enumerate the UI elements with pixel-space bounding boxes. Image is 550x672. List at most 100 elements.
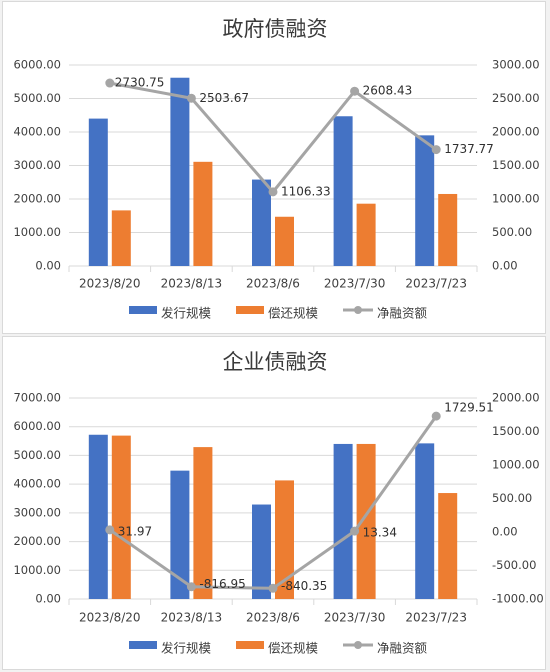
corporate-bond-chart: 企业债融资 0.00 1000.00 2000.00 3000.00 4000.00 50… bbox=[13, 350, 543, 656]
x-category-label: 2023/8/6 bbox=[246, 611, 300, 625]
bar-repay bbox=[275, 480, 294, 599]
y-right-tick-label: 0.00 bbox=[492, 525, 518, 539]
legend-swatch-repay bbox=[236, 306, 264, 314]
y-left-tick-label: 2000.00 bbox=[13, 534, 61, 548]
bar-issue bbox=[170, 77, 190, 266]
y-right-tick-label: 500.00 bbox=[492, 225, 532, 239]
government-bond-chart-panel: 政府债融资 0.00 1000.00 2000.00 3000.00 4000.00 50… bbox=[2, 1, 546, 334]
y-left-tick-label: 4000.00 bbox=[13, 125, 61, 139]
net-financing-data-label: 1106.33 bbox=[281, 184, 331, 198]
legend-label-net: 净融资额 bbox=[377, 306, 428, 321]
bar-issue bbox=[415, 135, 435, 266]
bar-repay bbox=[111, 210, 131, 266]
x-category-label: 2023/8/6 bbox=[246, 277, 300, 291]
bar-issue bbox=[88, 118, 108, 266]
x-category-label: 2023/8/13 bbox=[161, 611, 223, 625]
net-financing-point bbox=[431, 411, 441, 421]
legend-label-net: 净融资额 bbox=[377, 641, 428, 656]
x-category-label: 2023/8/13 bbox=[161, 277, 223, 291]
x-category-label: 2023/8/20 bbox=[79, 277, 141, 291]
net-financing-data-label: 2503.67 bbox=[199, 91, 249, 105]
legend-marker-net bbox=[354, 306, 362, 314]
bar-repay bbox=[111, 435, 131, 599]
chart-title: 企业债融资 bbox=[223, 350, 328, 374]
government-bond-chart: 政府债融资 0.00 1000.00 2000.00 3000.00 4000.00 50… bbox=[13, 17, 539, 321]
net-financing-data-label: 13.34 bbox=[363, 526, 397, 540]
y-right-tick-label: 2500.00 bbox=[492, 91, 540, 105]
chart-legend: 发行规模 偿还规模 净融资额 bbox=[129, 641, 428, 656]
y-right-tick-label: 3000.00 bbox=[492, 58, 540, 72]
y-right-tick-label: 500.00 bbox=[492, 491, 532, 505]
plot-area: 0.00 1000.00 2000.00 3000.00 4000.00 5000.00 6… bbox=[13, 58, 539, 291]
x-category-label: 2023/7/23 bbox=[405, 611, 467, 625]
y-right-tick-label: 2000.00 bbox=[492, 391, 540, 405]
bar-issue bbox=[252, 504, 271, 599]
legend-swatch-issue bbox=[129, 641, 157, 649]
bar-repay bbox=[193, 161, 213, 266]
corporate-bond-chart-panel: 企业债融资 0.00 1000.00 2000.00 3000.00 4000.00 50… bbox=[2, 336, 546, 670]
bar-issue bbox=[415, 443, 435, 599]
legend-label-issue: 发行规模 bbox=[161, 306, 212, 321]
bar-repay bbox=[356, 203, 376, 266]
bar-issue bbox=[333, 116, 353, 266]
net-financing-data-label: 31.97 bbox=[118, 524, 152, 538]
net-financing-point bbox=[186, 582, 196, 592]
net-financing-data-label: 2730.75 bbox=[115, 76, 165, 90]
net-financing-data-label: -840.35 bbox=[281, 579, 327, 593]
y-left-tick-label: 7000.00 bbox=[13, 391, 61, 405]
net-financing-point bbox=[350, 86, 360, 96]
plot-area: 0.00 1000.00 2000.00 3000.00 4000.00 5000.00 6… bbox=[13, 391, 543, 625]
y-left-tick-label: 0.00 bbox=[35, 259, 61, 273]
bar-issue bbox=[333, 443, 353, 599]
bar-repay bbox=[438, 493, 458, 599]
y-left-tick-label: 6000.00 bbox=[13, 58, 61, 72]
bar-repay bbox=[275, 216, 294, 266]
y-right-tick-label: 1000.00 bbox=[492, 458, 540, 472]
y-left-tick-label: 5000.00 bbox=[13, 91, 61, 105]
bar-repay bbox=[193, 447, 213, 599]
y-right-tick-label: 1000.00 bbox=[492, 192, 540, 206]
y-right-tick-label: 1500.00 bbox=[492, 424, 540, 438]
y-right-tick-label: -500.00 bbox=[492, 558, 536, 572]
legend-label-repay: 偿还规模 bbox=[268, 641, 319, 656]
y-left-tick-label: 5000.00 bbox=[13, 448, 61, 462]
legend-swatch-repay bbox=[236, 641, 264, 649]
y-left-tick-label: 3000.00 bbox=[13, 158, 61, 172]
net-financing-data-label: 1729.51 bbox=[444, 401, 494, 415]
net-financing-point bbox=[105, 525, 115, 535]
bar-issue bbox=[170, 470, 190, 599]
y-right-tick-label: 0.00 bbox=[492, 259, 518, 273]
x-category-label: 2023/7/30 bbox=[324, 611, 386, 625]
y-right-tick-label: 2000.00 bbox=[492, 125, 540, 139]
y-left-tick-label: 3000.00 bbox=[13, 505, 61, 519]
y-left-tick-label: 0.00 bbox=[35, 592, 61, 606]
net-financing-point bbox=[431, 145, 441, 155]
bar-repay bbox=[438, 193, 458, 266]
y-left-tick-label: 1000.00 bbox=[13, 225, 61, 239]
y-left-tick-label: 2000.00 bbox=[13, 192, 61, 206]
x-category-label: 2023/7/23 bbox=[405, 277, 467, 291]
net-financing-data-label: -816.95 bbox=[199, 577, 245, 591]
net-financing-line bbox=[109, 81, 438, 194]
net-financing-line bbox=[108, 415, 438, 590]
net-financing-point bbox=[350, 526, 360, 536]
chart-legend: 发行规模 偿还规模 净融资额 bbox=[129, 306, 428, 321]
y-right-tick-label: -1000.00 bbox=[492, 592, 544, 606]
net-financing-point bbox=[268, 583, 278, 593]
y-left-tick-label: 4000.00 bbox=[13, 477, 61, 491]
legend-marker-net bbox=[354, 641, 362, 649]
x-category-label: 2023/7/30 bbox=[324, 277, 386, 291]
x-category-label: 2023/8/20 bbox=[79, 611, 141, 625]
y-right-tick-label: 1500.00 bbox=[492, 158, 540, 172]
legend-swatch-issue bbox=[129, 306, 157, 314]
net-financing-data-label: 1737.77 bbox=[444, 142, 494, 156]
net-financing-point bbox=[105, 78, 115, 88]
chart-title: 政府债融资 bbox=[223, 17, 328, 41]
net-financing-data-label: 2608.43 bbox=[363, 84, 413, 98]
bar-repay bbox=[356, 443, 376, 599]
bar-issue bbox=[252, 179, 271, 266]
y-left-tick-label: 6000.00 bbox=[13, 419, 61, 433]
net-financing-point bbox=[268, 187, 278, 197]
y-left-tick-label: 1000.00 bbox=[13, 563, 61, 577]
bar-issue bbox=[88, 434, 108, 599]
